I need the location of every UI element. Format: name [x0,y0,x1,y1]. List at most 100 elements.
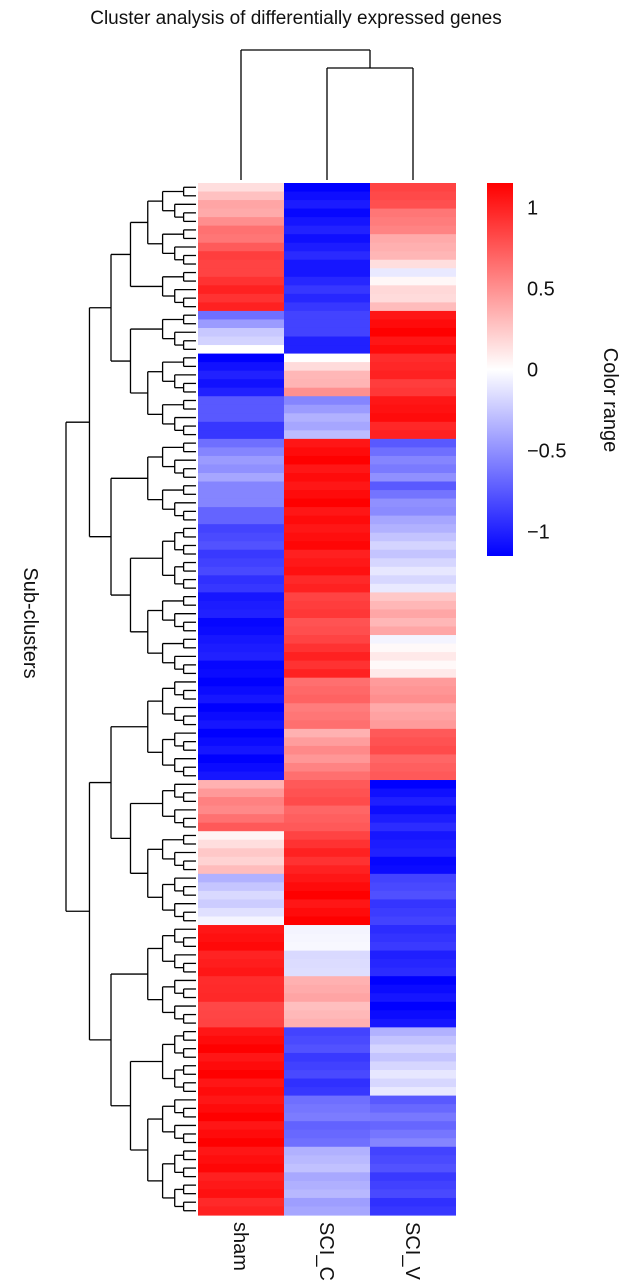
heatmap-cell [284,404,370,414]
heatmap-cell [198,711,284,721]
heatmap-cell [284,831,370,841]
heatmap-cell [284,1206,370,1216]
heatmap-cell [370,1087,456,1097]
heatmap-cell [370,490,456,500]
heatmap-cell [370,387,456,397]
heatmap-cell [198,362,284,372]
heatmap-cell [284,1138,370,1148]
heatmap-cell [198,831,284,841]
heatmap-cell [198,805,284,815]
heatmap-cell [370,191,456,201]
heatmap-cells [198,183,456,1216]
heatmap-cell [284,217,370,227]
heatmap-cell [198,507,284,517]
heatmap-cell [284,319,370,329]
heatmap-cell [198,967,284,977]
heatmap-cell [284,370,370,380]
heatmap-cell [284,1001,370,1011]
heatmap-cell [370,976,456,986]
heatmap-cell [284,191,370,201]
heatmap-cell [198,217,284,227]
heatmap-cell [370,183,456,193]
heatmap-cell [370,438,456,448]
heatmap-cell [370,1044,456,1054]
heatmap-cell [370,515,456,525]
heatmap-cell [284,1197,370,1208]
heatmap-cell [198,677,284,687]
heatmap-cell [198,464,284,474]
heatmap-cell [370,447,456,457]
heatmap-cell [198,396,284,406]
heatmap-cell [198,234,284,244]
heatmap-cell [370,1121,456,1131]
heatmap-cell [370,507,456,517]
heatmap-cell [370,532,456,542]
heatmap-cell [198,498,284,508]
heatmap-cell [284,890,370,901]
heatmap-cell [284,754,370,764]
heatmap-cell [198,652,284,662]
heatmap-cell [370,865,456,875]
heatmap-cell [284,200,370,210]
heatmap-cell [284,771,370,781]
heatmap-cell [370,200,456,210]
heatmap-cell [198,276,284,286]
heatmap-cell [198,856,284,866]
heatmap-cell [198,626,284,636]
heatmap-cell [284,447,370,457]
heatmap-cell [370,217,456,227]
heatmap-cell [370,814,456,824]
color-scale-tick-label: −0.5 [527,441,566,463]
heatmap-cell [370,890,456,901]
heatmap-cell [370,626,456,636]
heatmap-cell [198,882,284,892]
heatmap-cell [370,370,456,380]
heatmap-cell [284,1087,370,1097]
heatmap-cell [198,1044,284,1054]
heatmap-cell [198,575,284,585]
heatmap-cell [198,319,284,329]
heatmap-cell [370,959,456,969]
heatmap-cell [370,609,456,619]
heatmap-cell [284,310,370,321]
heatmap-cell [284,976,370,986]
heatmap-cell [198,1189,284,1199]
heatmap-cell [198,873,284,883]
heatmap-cell [198,907,284,918]
heatmap-cell [284,984,370,994]
heatmap-cell [198,1001,284,1011]
heatmap-cell [198,370,284,380]
heatmap-cell [284,609,370,619]
heatmap-cell [198,1121,284,1131]
heatmap-cell [370,1172,456,1182]
heatmap-cell [370,268,456,278]
heatmap-cell [198,1129,284,1139]
heatmap-cell [370,728,456,738]
heatmap-cell [370,711,456,721]
heatmap-cell [370,472,456,483]
heatmap-cell [284,626,370,636]
heatmap-cell [370,822,456,832]
heatmap-cell [284,327,370,338]
heatmap-cell [370,302,456,312]
heatmap-cell [370,336,456,346]
heatmap-cell [284,1018,370,1028]
heatmap-cell [198,259,284,269]
heatmap-cell [284,259,370,269]
heatmap-cell [370,1197,456,1208]
heatmap-cell [370,942,456,952]
heatmap-cell [370,1180,456,1191]
heatmap-cell [198,600,284,611]
heatmap-cell [198,1010,284,1020]
heatmap-cell [198,942,284,952]
heatmap-cell [370,694,456,704]
heatmap-cell [198,1035,284,1046]
heatmap-cell [370,455,456,466]
heatmap-cell [284,677,370,687]
heatmap-cell [370,762,456,773]
heatmap-cell [284,643,370,653]
heatmap-cell [370,1070,456,1080]
heatmap-cell [198,532,284,542]
heatmap-cell [198,566,284,576]
heatmap-cell [370,993,456,1003]
